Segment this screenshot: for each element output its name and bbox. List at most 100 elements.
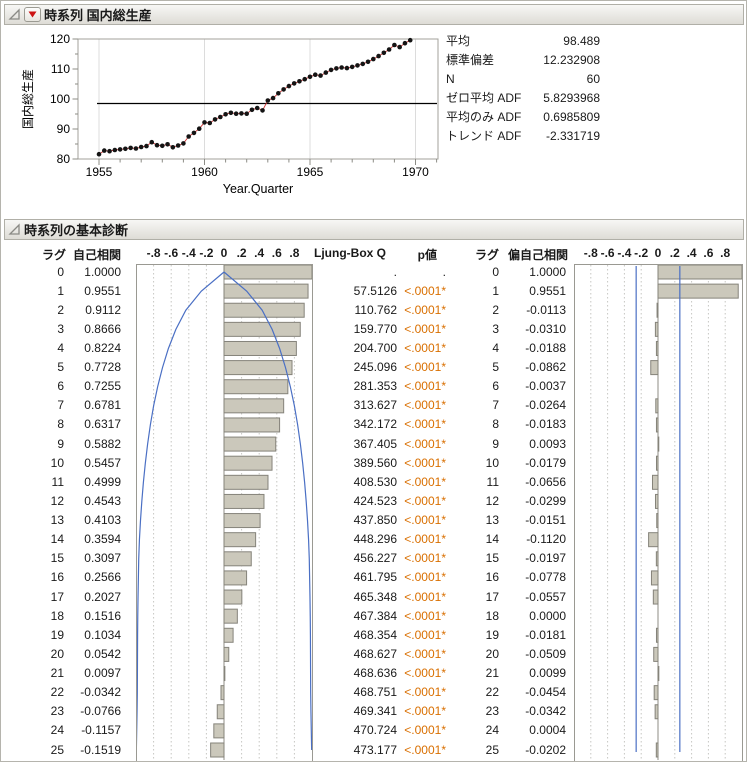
p-value-cell: <.0001*	[404, 532, 446, 547]
acf-cell: 0.6317	[84, 417, 121, 432]
acf-cell: 0.4543	[84, 493, 121, 508]
ljung-box-q-cell: 473.177	[353, 742, 397, 757]
svg-text:1960: 1960	[191, 165, 218, 179]
lag-cell: 11	[486, 474, 499, 489]
disclosure-triangle-icon[interactable]	[8, 223, 21, 236]
acf-cell: 0.1516	[84, 608, 121, 623]
acf-cell: 0.6781	[84, 398, 121, 413]
section1-title: 時系列 国内総生産	[44, 8, 152, 23]
scale-tick-label: -.6	[164, 246, 179, 260]
pacf-bar-plot	[574, 264, 743, 761]
pacf-cell: -0.1120	[526, 532, 566, 547]
lag-cell: 1	[57, 283, 64, 298]
lag-cell: 15	[485, 551, 499, 566]
ljung-box-q-cell: 424.523	[353, 493, 397, 508]
lag-cell: 23	[50, 704, 64, 719]
p-value-cell: <.0001*	[404, 360, 446, 375]
table-row: 1 0.9551 57.5126 <.0001* 1 0.9551	[1, 282, 746, 301]
table-row: 14 0.3594 448.296 <.0001* 14 -0.1120	[1, 530, 746, 549]
ljung-box-q-cell: 281.353	[353, 379, 397, 394]
scale-tick-label: -.2	[634, 246, 649, 260]
lag-cell: 11	[51, 474, 64, 489]
p-value-cell: <.0001*	[404, 436, 446, 451]
ljung-box-q-cell: 245.096	[353, 360, 397, 375]
pacf-cell: -0.0778	[525, 570, 566, 585]
acf-cell: 0.8666	[84, 321, 121, 336]
table-row: 20 0.0542 468.627 <.0001* 20 -0.0509	[1, 645, 746, 664]
lag-cell: 9	[57, 436, 64, 451]
lag-cell: 23	[485, 704, 499, 719]
lag-cell: 20	[50, 646, 64, 661]
table-row: 13 0.4103 437.850 <.0001* 13 -0.0151	[1, 511, 746, 530]
p-value-cell: <.0001*	[404, 493, 446, 508]
ljung-box-q-cell: 448.296	[353, 532, 397, 547]
table-row: 22 -0.0342 468.751 <.0001* 22 -0.0454	[1, 683, 746, 702]
ljung-box-q-cell: 57.5126	[353, 283, 397, 298]
ljung-box-q-cell: 437.850	[353, 513, 397, 528]
pacf-cell: -0.0862	[525, 360, 566, 375]
lag-cell: 22	[50, 685, 64, 700]
p-value-cell: <.0001*	[404, 321, 446, 336]
pacf-cell: -0.0151	[525, 513, 566, 528]
col-header-p-value: p値	[417, 248, 437, 262]
ljung-box-q-cell: 470.724	[353, 723, 397, 738]
stat-label: 平均のみ ADF	[446, 110, 522, 124]
lag-cell: 1	[492, 283, 499, 298]
red-triangle-menu-button[interactable]	[24, 7, 41, 22]
table-row: 9 0.5882 367.405 <.0001* 9 0.0093	[1, 435, 746, 454]
outline-header-time-series[interactable]: 時系列 国内総生産	[4, 4, 744, 25]
acf-cell: -0.0342	[80, 685, 121, 700]
table-row: 18 0.1516 467.384 <.0001* 18 0.0000	[1, 607, 746, 626]
table-row: 0 1.0000.. 0 1.0000	[1, 263, 746, 282]
table-row: 6 0.7255 281.353 <.0001* 6 -0.0037	[1, 377, 746, 396]
acf-cell: 0.5457	[84, 455, 121, 470]
p-value-cell: <.0001*	[404, 646, 446, 661]
lag-cell: 7	[57, 398, 64, 413]
pacf-cell: -0.0656	[525, 474, 566, 489]
stat-value: 98.489	[563, 34, 600, 48]
lag-cell: 4	[492, 340, 499, 355]
pacf-cell: 0.0099	[529, 666, 566, 681]
stat-label: N	[446, 72, 455, 86]
acf-cell: 0.9551	[84, 283, 121, 298]
acf-cell: 0.0542	[84, 646, 121, 661]
ljung-box-q-cell: 468.354	[353, 627, 397, 642]
lag-cell: 24	[485, 723, 499, 738]
scale-tick-label: .6	[271, 246, 282, 260]
stat-row: ゼロ平均 ADF 5.8293968	[446, 89, 600, 108]
lag-cell: 5	[492, 360, 499, 375]
pacf-cell: 0.0000	[529, 608, 566, 623]
ljung-box-q-cell: 408.530	[353, 474, 397, 489]
table-row: 16 0.2566 461.795 <.0001* 16 -0.0778	[1, 568, 746, 587]
acf-cell: 0.7728	[84, 360, 121, 375]
p-value-cell: <.0001*	[404, 685, 446, 700]
outline-header-diagnostics[interactable]: 時系列の基本診断	[4, 219, 744, 240]
lag-cell: 6	[57, 379, 64, 394]
acf-cell: 0.2027	[84, 589, 121, 604]
disclosure-triangle-icon[interactable]	[8, 8, 21, 21]
lag-cell: 17	[50, 589, 64, 604]
acf-cell: 0.4999	[84, 474, 121, 489]
lag-cell: 18	[485, 608, 499, 623]
pacf-cell: -0.0197	[525, 551, 566, 566]
scale-tick-label: -.6	[600, 246, 615, 260]
p-value-cell: <.0001*	[404, 666, 446, 681]
lag-cell: 13	[50, 513, 64, 528]
ljung-box-q-cell: 469.341	[353, 704, 397, 719]
col-header-autocorrelation: 自己相関	[72, 248, 121, 262]
pacf-cell: -0.0342	[525, 704, 566, 719]
table-row: 10 0.5457 389.560 <.0001* 10 -0.0179	[1, 454, 746, 473]
stat-row: 標準偏差 12.232908	[446, 51, 600, 70]
lag-cell: 21	[50, 666, 64, 681]
pacf-cell: 0.9551	[529, 283, 566, 298]
acf-cell: 0.3594	[84, 532, 121, 547]
table-row: 5 0.7728 245.096 <.0001* 5 -0.0862	[1, 358, 746, 377]
stat-label: トレンド ADF	[446, 129, 522, 143]
section2-title: 時系列の基本診断	[24, 223, 129, 238]
pacf-cell: -0.0179	[525, 455, 566, 470]
lag-cell: 8	[492, 417, 499, 432]
p-value-cell: <.0001*	[404, 283, 446, 298]
table-row: 23 -0.0766 469.341 <.0001* 23 -0.0342	[1, 702, 746, 721]
scale-tick-label: .2	[669, 246, 680, 260]
